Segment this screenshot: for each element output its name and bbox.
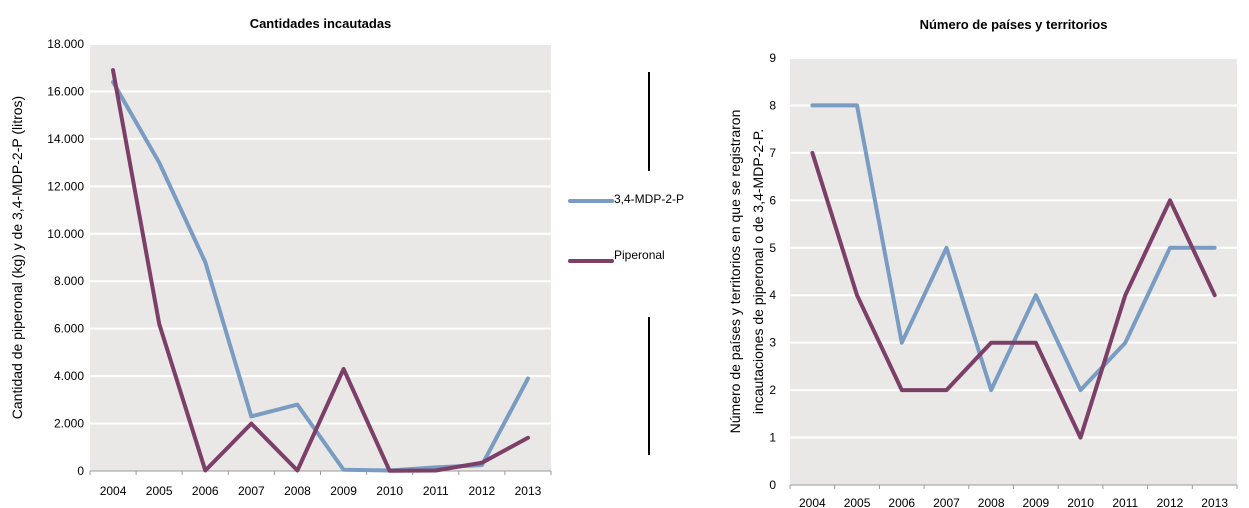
chart-seized-quantities: 0 2.000 4.000 6.000 8.000 10.000 12.000 14.000 1… (9, 16, 552, 498)
y-tick-label: 6 (769, 193, 776, 207)
x-tick-label: 2005 (844, 496, 871, 508)
x-tick-label: 2009 (1022, 496, 1049, 508)
x-tick-label: 2005 (146, 484, 173, 498)
y-tick-label: 1 (769, 431, 776, 445)
x-tick-label: 2008 (978, 496, 1005, 508)
x-tick-label: 2004 (799, 496, 826, 508)
y-tick-label: 8.000 (54, 274, 84, 288)
y-tick-label: 10.000 (47, 227, 84, 241)
x-tick-label: 2012 (1157, 496, 1184, 508)
legend-label-mdp: 3,4-MDP-2-P (614, 192, 684, 206)
x-tick-label: 2007 (933, 496, 960, 508)
y-tick-label: 4 (769, 288, 776, 302)
plot-area (90, 44, 551, 471)
series-line-piperonal (111, 68, 530, 473)
legend: 3,4-MDP-2-P Piperonal (568, 72, 684, 455)
y-tick-label: 5 (769, 241, 776, 255)
x-tick-label: 2010 (1067, 496, 1094, 508)
x-tick-label: 2007 (238, 484, 265, 498)
plot-area (790, 58, 1237, 485)
x-tick-label: 2012 (468, 484, 495, 498)
x-tick-label: 2006 (192, 484, 219, 498)
y-tick-label: 8 (769, 98, 776, 112)
y-tick-label: 18.000 (47, 37, 84, 51)
y-tick-label: 0 (769, 478, 776, 492)
x-tick-label: 2006 (888, 496, 915, 508)
y-tick-label: 14.000 (47, 132, 84, 146)
y-tick-label: 3 (769, 336, 776, 350)
y-axis-label: Cantidad de piperonal (kg) y de 3,4-MDP-… (9, 96, 25, 419)
series-line-piperonal (810, 150, 1217, 440)
y-tick-label: 12.000 (47, 179, 84, 193)
y-tick-label: 7 (769, 146, 776, 160)
y-tick-label: 4.000 (54, 369, 84, 383)
y-axis-label-line1: Número de países y territorios en que se… (727, 110, 743, 434)
y-tick-label: 16.000 (47, 84, 84, 98)
x-tick-label: 2013 (1201, 496, 1228, 508)
x-tick-label: 2010 (376, 484, 403, 498)
legend-label-piperonal: Piperonal (614, 248, 665, 262)
x-tick-label: 2008 (284, 484, 311, 498)
chart-countries-territories: 0 1 2 3 4 5 6 7 8 9 2004 2005 2006 2007 2008 2009 2010 2… (727, 17, 1238, 508)
y-axis-label-line2: incautaciones de piperonal o de 3,4-MDP-… (750, 129, 766, 414)
chart-title: Número de países y territorios (920, 17, 1108, 32)
y-tick-label: 6.000 (54, 322, 84, 336)
x-tick-label: 2013 (515, 484, 542, 498)
x-tick-label: 2011 (1112, 496, 1138, 508)
x-tick-label: 2004 (100, 484, 127, 498)
y-tick-label: 2 (769, 383, 776, 397)
y-tick-label: 0 (77, 464, 84, 478)
x-tick-label: 2009 (330, 484, 357, 498)
x-tick-label: 2011 (423, 484, 449, 498)
y-tick-label: 9 (769, 51, 776, 65)
y-tick-label: 2.000 (54, 417, 84, 431)
chart-title: Cantidades incautadas (250, 16, 392, 31)
